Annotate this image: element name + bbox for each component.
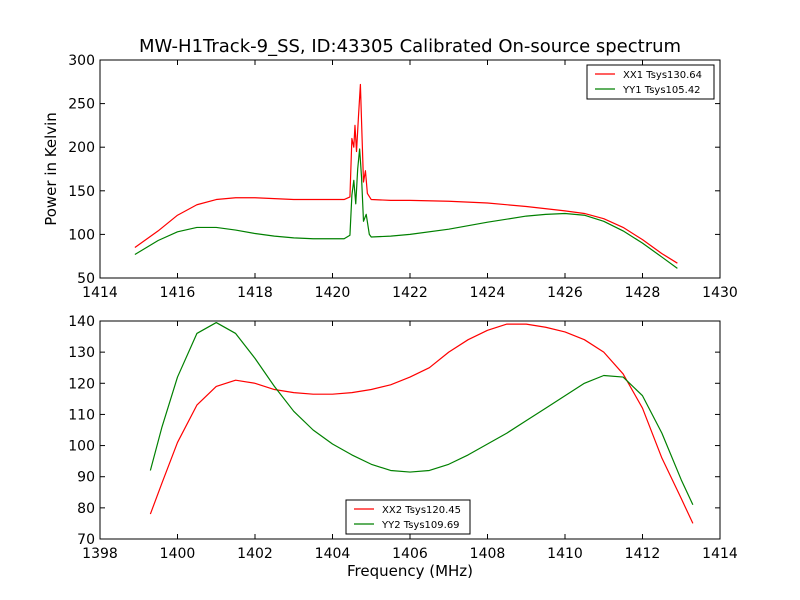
- x-tick-label: 1426: [547, 285, 583, 301]
- y-tick-label: 70: [77, 532, 95, 548]
- x-tick-label: 1412: [625, 546, 661, 562]
- y-tick-label: 300: [68, 53, 95, 69]
- legend-label-1: YY1 Tsys105.42: [622, 85, 701, 96]
- y-axis-label: Power in Kelvin: [42, 112, 60, 226]
- x-tick-label: 1424: [470, 285, 506, 301]
- x-tick-label: 1398: [82, 546, 118, 562]
- y-tick-label: 90: [77, 470, 95, 486]
- x-tick-label: 1400: [160, 546, 196, 562]
- legend-label-0: XX1 Tsys130.64: [623, 70, 702, 81]
- legend-label-0: XX2 Tsys120.45: [382, 505, 461, 516]
- x-tick-label: 1402: [237, 546, 273, 562]
- chart-title: MW-H1Track-9_SS, ID:43305 Calibrated On-…: [139, 36, 681, 57]
- x-tick-label: 1416: [160, 285, 196, 301]
- bottom-panel: 1398 1400 1402 1404 1406 1408 1410 1412 1414 70 80…: [68, 314, 738, 580]
- series-line-0: [134, 83, 678, 264]
- x-tick-label: 1428: [625, 285, 661, 301]
- x-tick-label: 1410: [547, 546, 583, 562]
- y-tick-label: 140: [68, 314, 95, 330]
- x-tick-label: 1404: [315, 546, 351, 562]
- y-tick-label: 80: [77, 501, 95, 517]
- top-panel: 1414 1416 1418 1420 1422 1424 1426 1428 1430 50 10…: [42, 36, 738, 301]
- y-tick-label: 100: [68, 227, 95, 243]
- y-tick-label: 130: [68, 345, 95, 361]
- x-tick-label: 1420: [315, 285, 351, 301]
- y-tick-label: 50: [77, 271, 95, 287]
- y-tick-label: 120: [68, 376, 95, 392]
- x-tick-label: 1422: [392, 285, 428, 301]
- x-tick-label: 1406: [392, 546, 428, 562]
- y-tick-label: 100: [68, 439, 95, 455]
- legend-label-1: YY2 Tsys109.69: [381, 520, 460, 531]
- x-tick-label: 1414: [82, 285, 118, 301]
- y-tick-label: 150: [68, 184, 95, 200]
- series-line-1: [149, 321, 694, 505]
- x-tick-label: 1430: [702, 285, 738, 301]
- y-tick-label: 200: [68, 140, 95, 156]
- legend-box: [586, 64, 715, 100]
- x-tick-label: 1414: [702, 546, 738, 562]
- series-line-1: [134, 148, 678, 269]
- legend-box: [345, 499, 471, 535]
- x-tick-label: 1418: [237, 285, 273, 301]
- x-tick-label: 1408: [470, 546, 506, 562]
- series-line-0: [149, 323, 694, 524]
- x-axis-label: Frequency (MHz): [347, 562, 473, 580]
- y-tick-label: 110: [68, 407, 95, 423]
- y-tick-label: 250: [68, 97, 95, 113]
